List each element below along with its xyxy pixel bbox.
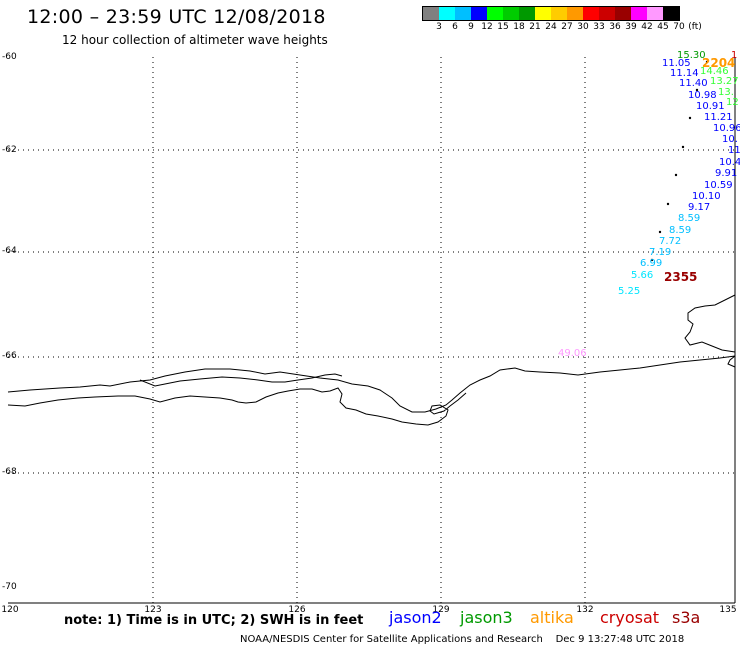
colorbar-tick-label: 27 bbox=[561, 22, 573, 32]
colorbar-ticks: 3 6 9 12 15 18 21 24 27 30 33 36 39 42 45 70 (ft) bbox=[422, 21, 702, 33]
lat-label: -70 bbox=[2, 582, 17, 592]
wave-height-value: 10.59 bbox=[704, 180, 733, 191]
wave-height-value: 10.4 bbox=[719, 157, 740, 168]
wave-height-value: 13.27 bbox=[710, 76, 739, 87]
wave-height-value: 10.98 bbox=[688, 90, 717, 101]
wave-height-value: 5.25 bbox=[618, 286, 641, 297]
wave-height-value: 2204 bbox=[702, 56, 736, 70]
lon-label: 135 bbox=[719, 605, 737, 615]
wave-height-value: 13. bbox=[718, 87, 734, 98]
wave-height-value: 2355 bbox=[664, 270, 698, 284]
map-subtitle: 12 hour collection of altimeter wave hei… bbox=[62, 33, 328, 47]
colorbar-swatch bbox=[647, 7, 663, 20]
wave-height-value: 10.96 bbox=[713, 123, 740, 134]
wave-height-value: 11 bbox=[728, 145, 740, 156]
altimeter-track-points bbox=[650, 60, 709, 262]
colorbar-tick-label: 36 bbox=[609, 22, 621, 32]
coastline bbox=[7, 294, 736, 426]
wave-height-value: 11.05 bbox=[662, 58, 691, 69]
wave-height-value: 11.21 bbox=[704, 112, 733, 123]
lat-label: -64 bbox=[2, 246, 17, 256]
colorbar-swatch bbox=[583, 7, 599, 20]
colorbar-swatch bbox=[663, 7, 679, 20]
credit-text: NOAA/NESDIS Center for Satellite Applica… bbox=[240, 634, 543, 645]
colorbar-swatch bbox=[615, 7, 631, 20]
colorbar-tick-label: 70 bbox=[673, 22, 685, 32]
colorbar-unit-label: (ft) bbox=[688, 22, 702, 32]
wave-height-value: 14.46 bbox=[700, 66, 729, 77]
colorbar-tick-label: 3 bbox=[436, 22, 442, 32]
colorbar-swatch bbox=[439, 7, 455, 20]
wave-height-value: 15.30 bbox=[677, 50, 706, 61]
colorbar-tick-label: 45 bbox=[657, 22, 669, 32]
wave-height-value: 10.10 bbox=[692, 191, 721, 202]
colorbar-swatch bbox=[631, 7, 647, 20]
lon-label: 129 bbox=[432, 605, 450, 615]
lat-label: -68 bbox=[2, 467, 17, 477]
legend-s3a: s3a bbox=[672, 608, 701, 627]
colorbar-swatch bbox=[423, 7, 439, 20]
legend-jason3: jason3 bbox=[460, 608, 513, 627]
map-frame bbox=[8, 57, 736, 604]
colorbar-swatch bbox=[519, 7, 535, 20]
wave-height-value: 9.17 bbox=[688, 202, 711, 213]
wave-height-value: 8.59 bbox=[678, 213, 701, 224]
colorbar-swatch bbox=[455, 7, 471, 20]
legend-cryosat: cryosat bbox=[600, 608, 660, 627]
colorbar-tick-label: 42 bbox=[641, 22, 653, 32]
wave-height-value: 12 bbox=[726, 97, 739, 108]
lon-label: 123 bbox=[144, 605, 162, 615]
colorbar-swatch bbox=[535, 7, 551, 20]
graticule bbox=[8, 57, 735, 603]
colorbar-swatches bbox=[422, 6, 680, 21]
colorbar-swatch bbox=[567, 7, 583, 20]
generated-timestamp: Dec 9 13:27:48 UTC 2018 bbox=[555, 634, 685, 645]
wave-height-value: 1 bbox=[731, 50, 738, 61]
wave-height-value: 9.91 bbox=[715, 168, 738, 179]
legend-jason2: jason2 bbox=[389, 608, 442, 627]
wave-height-value: 11.14 bbox=[670, 68, 699, 79]
colorbar-swatch bbox=[551, 7, 567, 20]
colorbar-tick-label: 21 bbox=[529, 22, 541, 32]
colorbar-tick-label: 39 bbox=[625, 22, 637, 32]
colorbar-swatch bbox=[487, 7, 503, 20]
lat-label: -60 bbox=[2, 52, 17, 62]
map-title: 12:00 – 23:59 UTC 12/08/2018 bbox=[27, 6, 326, 28]
colorbar-swatch bbox=[599, 7, 615, 20]
wave-height-value: 11.40 bbox=[679, 78, 708, 89]
units-note: note: 1) Time is in UTC; 2) SWH is in fe… bbox=[64, 613, 364, 628]
wave-height-value: 5.66 bbox=[631, 270, 654, 281]
wave-height-value: 8.59 bbox=[669, 225, 692, 236]
legend-altika: altika bbox=[530, 608, 574, 627]
colorbar-tick-label: 33 bbox=[593, 22, 605, 32]
colorbar-tick-label: 6 bbox=[452, 22, 458, 32]
lat-label: -62 bbox=[2, 145, 17, 155]
wave-height-value: 10. bbox=[722, 134, 738, 145]
colorbar-tick-label: 12 bbox=[481, 22, 493, 32]
wave-height-value: 10.91 bbox=[696, 101, 725, 112]
lat-label: -66 bbox=[2, 351, 17, 361]
wave-height-value: 49.06 bbox=[558, 348, 587, 359]
footer-credit: NOAA/NESDIS Center for Satellite Applica… bbox=[240, 634, 684, 645]
colorbar-tick-label: 18 bbox=[513, 22, 525, 32]
lon-label: 132 bbox=[576, 605, 594, 615]
colorbar-tick-label: 9 bbox=[468, 22, 474, 32]
colorbar-swatch bbox=[503, 7, 519, 20]
colorbar-swatch bbox=[471, 7, 487, 20]
colorbar-tick-label: 15 bbox=[497, 22, 509, 32]
wave-height-colorbar: 3 6 9 12 15 18 21 24 27 30 33 36 39 42 45 70 (ft) bbox=[422, 6, 702, 33]
lon-label: 126 bbox=[288, 605, 306, 615]
wave-height-value: 7.72 bbox=[659, 236, 682, 247]
lon-label: 120 bbox=[1, 605, 19, 615]
colorbar-tick-label: 24 bbox=[545, 22, 557, 32]
wave-height-value: 6.99 bbox=[640, 258, 663, 269]
wave-height-value: 7.19 bbox=[649, 247, 672, 258]
colorbar-tick-label: 30 bbox=[577, 22, 589, 32]
